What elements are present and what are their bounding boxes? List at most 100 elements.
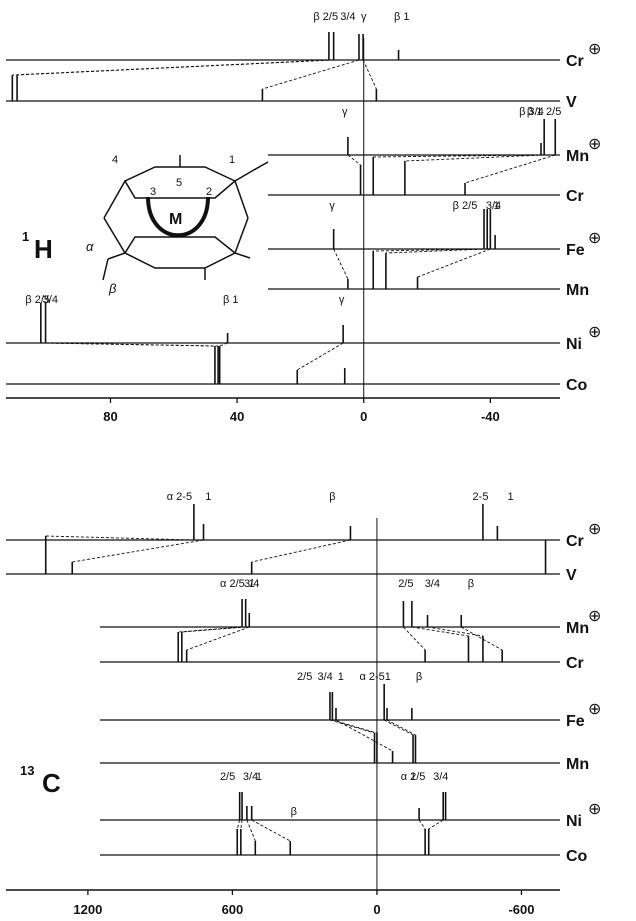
cation-charge-symbol: ⊕	[588, 324, 601, 341]
metal-row-label: Mn	[566, 282, 589, 299]
correlation-line	[251, 819, 291, 842]
peak-assignment-label: 3/4	[486, 200, 501, 212]
metal-row-label: Mn	[566, 756, 589, 773]
metal-row-label: Mn	[566, 620, 589, 637]
correlation-line	[461, 626, 503, 651]
x-tick-label: 0	[360, 409, 367, 424]
correlation-line	[347, 154, 361, 166]
peak-assignment-label: γ	[342, 106, 348, 118]
correlation-line	[240, 819, 243, 830]
peak-assignment-label: β 1	[223, 294, 239, 306]
peak-assignment-label: α 2-5	[359, 671, 384, 683]
correlation-line	[332, 719, 378, 734]
peak-assignment-label: 3/4	[340, 11, 355, 23]
correlation-line	[262, 59, 360, 90]
metal-row-label: Cr	[566, 53, 584, 70]
peak-assignment-label: β 1	[394, 11, 410, 23]
correlation-line	[297, 342, 344, 371]
correlation-line	[251, 539, 351, 563]
correlation-line	[404, 154, 545, 162]
x-tick-label: 0	[373, 902, 380, 917]
correlation-line	[329, 719, 375, 734]
correlation-lines	[12, 59, 556, 842]
molecule-beta-label: β	[108, 281, 117, 296]
correlation-line	[428, 819, 444, 830]
peak-assignment-label: 1	[410, 771, 416, 783]
peak-assignment-label: 3/4	[318, 671, 333, 683]
metal-row-label: Co	[566, 848, 588, 865]
peak-assignment-label: β 2/5	[453, 200, 478, 212]
x-tick-label: -600	[508, 902, 534, 917]
peak-assignment-label: β 1	[527, 106, 543, 118]
peak-assignment-label: α 2/5	[401, 771, 426, 783]
peak-assignment-label: 3/4	[243, 771, 258, 783]
cation-charge-symbol: ⊕	[588, 41, 601, 58]
peak-assignment-label: 3/4	[43, 294, 58, 306]
metal-row-label: Fe	[566, 713, 585, 730]
correlation-line	[427, 626, 483, 637]
peak-assignment-label: β	[416, 671, 422, 683]
peak-assignment-label: γ	[361, 11, 367, 23]
metal-row-label: Cr	[566, 655, 584, 672]
cation-charge-symbol: ⊕	[588, 230, 601, 247]
correlation-line	[464, 154, 556, 184]
cation-charge-symbol: ⊕	[588, 521, 601, 538]
x-tick-label: 80	[103, 409, 117, 424]
correlation-line	[17, 59, 334, 76]
peak-assignment-label: 1	[494, 200, 500, 212]
correlation-line	[333, 248, 349, 280]
nucleus-label-13c-prefix: 13	[20, 763, 34, 778]
spectrum-sticks	[11, 32, 557, 855]
peak-assignment-label: 2/5	[546, 106, 561, 118]
correlation-line	[72, 539, 204, 563]
correlation-line	[181, 626, 246, 633]
peak-assignment-label: 1	[338, 671, 344, 683]
molecule-position-1: 1	[229, 154, 235, 166]
molecule-alpha-label: α	[86, 239, 94, 254]
correlation-line	[383, 719, 414, 736]
correlation-line	[386, 719, 416, 736]
correlation-line	[362, 59, 377, 90]
correlation-line	[219, 342, 228, 347]
x-tick-label: 40	[230, 409, 244, 424]
correlation-line	[335, 719, 393, 752]
peak-assignment-label: 1	[385, 671, 391, 683]
nucleus-label-1h: H	[34, 234, 53, 264]
correlation-line	[373, 154, 542, 158]
molecule-position-5: 5	[176, 177, 182, 189]
correlation-line	[186, 626, 250, 651]
correlation-line	[418, 819, 426, 830]
peak-assignment-label: 1	[508, 491, 514, 503]
spectrum-baselines	[6, 38, 560, 895]
correlation-line	[246, 819, 256, 842]
peak-assignment-label: β	[291, 806, 297, 818]
metal-row-label: Mn	[566, 148, 589, 165]
correlation-line	[403, 626, 426, 651]
nucleus-label-13c: C	[42, 768, 61, 798]
peak-assignment-label: 1	[256, 771, 262, 783]
peak-assignment-label: 3/4	[433, 771, 448, 783]
molecule-position-3: 3	[150, 186, 156, 198]
correlation-line	[236, 819, 241, 830]
correlation-line	[411, 626, 469, 637]
metal-row-label: Cr	[566, 533, 584, 550]
metal-row-label: Ni	[566, 813, 582, 830]
peak-assignment-label: 1	[205, 491, 211, 503]
peak-assignment-label: 2-5	[473, 491, 489, 503]
correlation-line	[373, 248, 485, 252]
peak-assignment-label: 3/4	[244, 578, 259, 590]
metal-row-label: V	[566, 567, 577, 584]
correlation-line	[417, 248, 491, 278]
metallocene-structure-drawing	[102, 155, 269, 281]
metal-row-label: Co	[566, 377, 588, 394]
x-tick-label: 600	[222, 902, 244, 917]
correlation-line	[385, 248, 488, 254]
peak-assignment-label: β 2/5	[313, 11, 338, 23]
metal-row-label: Fe	[566, 242, 585, 259]
peak-assignment-label: α 2/5	[220, 578, 245, 590]
correlation-line	[45, 342, 219, 347]
peak-assignment-label: 2/5	[220, 771, 235, 783]
metal-row-label: Cr	[566, 188, 584, 205]
